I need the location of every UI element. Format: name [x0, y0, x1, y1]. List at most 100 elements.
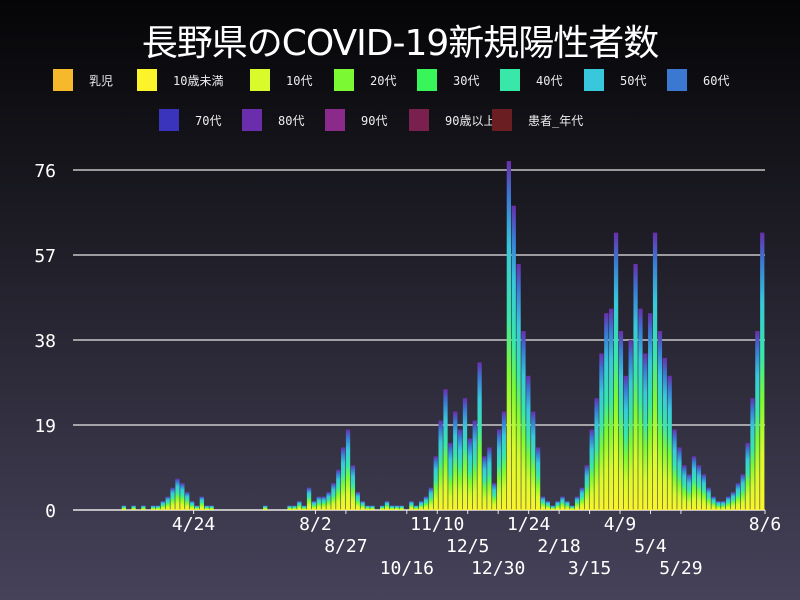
bar: [345, 429, 351, 510]
bar: [599, 353, 604, 510]
bar: [194, 505, 200, 510]
legend-item: 患者_年代: [492, 109, 583, 131]
x-tick-label: 4/9: [604, 514, 637, 535]
x-tick-label: 4/24: [172, 514, 215, 535]
bar: [477, 362, 482, 510]
legend-item: 80代: [242, 109, 304, 131]
legend-swatch: [53, 69, 73, 91]
bar: [521, 331, 526, 510]
bar: [701, 474, 706, 510]
bar: [496, 429, 502, 510]
legend-label: 60代: [703, 73, 730, 88]
legend-item: 90歳以上: [409, 109, 495, 131]
bar: [287, 505, 292, 510]
bar: [506, 161, 511, 511]
x-tick-label: 10/16: [380, 558, 434, 579]
bar: [560, 496, 565, 510]
bar: [185, 492, 190, 510]
bar: [657, 331, 663, 510]
legend-label: 20代: [370, 73, 397, 88]
bar: [623, 375, 628, 510]
bars: [121, 161, 765, 511]
bar: [131, 505, 136, 510]
bar: [306, 487, 312, 510]
bar: [433, 456, 438, 510]
bar: [555, 501, 560, 510]
bar: [370, 505, 375, 510]
legend-label: 10歳未満: [173, 73, 224, 88]
bar: [360, 501, 365, 510]
legend-swatch: [250, 69, 270, 91]
legend-item: 10代: [250, 69, 312, 91]
bar: [755, 331, 760, 510]
bar: [384, 501, 390, 510]
legend-item: 20代: [334, 69, 396, 91]
bar: [160, 501, 165, 510]
legend-item: 40代: [500, 69, 562, 91]
bar: [711, 496, 716, 510]
y-tick-label: 19: [34, 416, 56, 437]
bar: [526, 375, 531, 510]
bar: [716, 501, 721, 510]
bar: [389, 505, 395, 510]
bar: [297, 501, 302, 510]
y-tick-label: 76: [34, 161, 56, 182]
bar: [355, 492, 360, 510]
bar: [399, 505, 404, 510]
bar: [316, 496, 321, 510]
legend-swatch: [242, 109, 262, 131]
bar: [638, 308, 643, 510]
bar: [165, 496, 170, 510]
legend-label: 50代: [620, 73, 647, 88]
bar: [740, 474, 745, 510]
bar: [501, 411, 507, 510]
bar: [662, 357, 667, 510]
legend-label: 40代: [536, 73, 563, 88]
bar: [696, 465, 702, 510]
legend-swatch: [417, 69, 437, 91]
legend-item: 70代: [159, 109, 221, 131]
bar: [531, 411, 536, 510]
bar: [594, 398, 599, 510]
bar: [535, 447, 541, 510]
x-tick-label: 8/6: [749, 514, 782, 535]
bar: [667, 375, 672, 510]
legend-swatch: [159, 109, 179, 131]
bar: [545, 501, 550, 510]
x-tick-label: 12/5: [446, 536, 489, 557]
bar: [150, 505, 156, 510]
legend-swatch: [137, 69, 157, 91]
bar: [609, 308, 614, 510]
bar: [326, 492, 331, 510]
bar: [584, 465, 589, 510]
bar: [643, 353, 648, 510]
y-tick-label: 0: [45, 501, 56, 522]
bar: [613, 232, 619, 510]
x-tick-label: 8/27: [324, 536, 367, 557]
bar: [467, 438, 473, 510]
legend-label: 90歳以上: [445, 113, 496, 128]
bar: [604, 313, 609, 510]
legend-label: 80代: [278, 113, 305, 128]
bar: [570, 505, 575, 510]
bar: [155, 505, 161, 510]
x-tick-label: 3/15: [568, 558, 611, 579]
bar: [492, 483, 497, 510]
bar: [180, 483, 185, 510]
x-tick-label: 2/18: [537, 536, 580, 557]
legend-item: 50代: [584, 69, 646, 91]
bar: [750, 398, 755, 510]
bar: [516, 263, 521, 510]
legend-label: 乳児: [89, 73, 114, 88]
bar: [414, 505, 419, 510]
legend-label: 30代: [453, 73, 480, 88]
y-tick-label: 57: [34, 246, 56, 267]
bar: [121, 505, 127, 510]
legend-label: 患者_年代: [528, 113, 584, 128]
x-tick-label: 5/29: [659, 558, 702, 579]
x-tick-label: 11/10: [410, 514, 464, 535]
legend-item: 10歳未満: [137, 69, 223, 91]
x-tick-label: 12/30: [471, 558, 525, 579]
bar: [321, 496, 326, 510]
